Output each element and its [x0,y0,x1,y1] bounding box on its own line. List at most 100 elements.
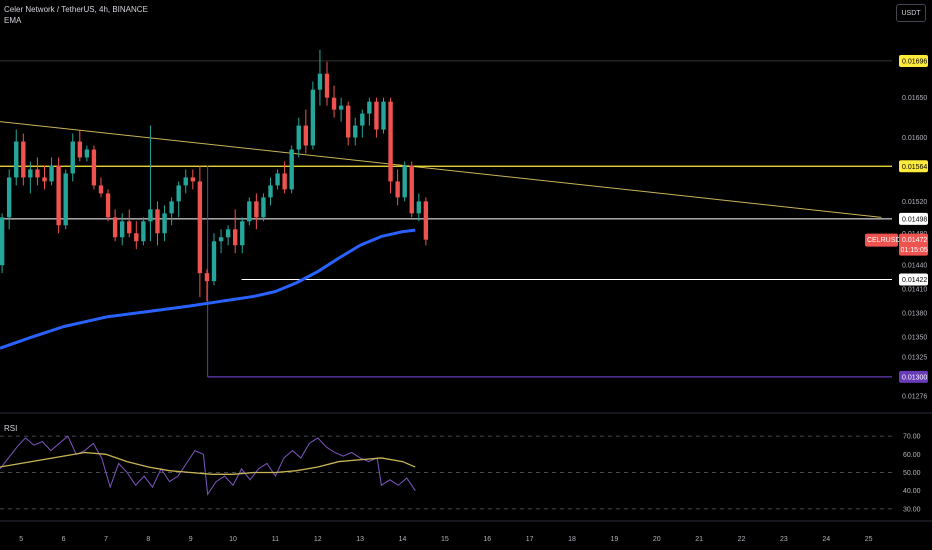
rsi-ma-line[interactable] [0,451,416,475]
price-pane[interactable] [0,49,932,522]
candle-up[interactable] [353,125,358,138]
candle-down[interactable] [105,193,111,218]
rsi-indicator-label[interactable]: RSI [4,424,18,433]
candle-down[interactable] [98,185,104,194]
candle-up[interactable] [296,125,301,150]
candle-down[interactable] [35,169,40,178]
candle-down[interactable] [155,209,160,234]
time-tick-label[interactable]: 14 [399,536,407,543]
candle-up[interactable] [367,101,372,114]
candle-up[interactable] [176,185,181,202]
candle-up[interactable] [338,105,344,110]
candle-down[interactable] [56,165,61,226]
candle-up[interactable] [141,221,146,242]
candle-up[interactable] [360,113,365,126]
candle-up[interactable] [6,177,12,218]
time-tick-label[interactable]: 8 [146,536,150,543]
candle-up[interactable] [225,229,231,238]
price-label-plain[interactable]: 0.01650 [902,95,927,102]
candle-up[interactable] [162,213,167,234]
candle-down[interactable] [91,149,97,186]
candle-up[interactable] [381,101,386,130]
price-label-plain[interactable]: 0.01600 [902,135,927,142]
price-label-plain[interactable]: 0.01410 [902,287,927,294]
candle-up[interactable] [84,149,90,158]
time-tick-label[interactable]: 12 [314,536,322,543]
candle-down[interactable] [303,125,308,146]
candle-down[interactable] [331,97,337,110]
candle-up[interactable] [310,89,316,146]
time-tick-label[interactable]: 19 [611,536,619,543]
candle-down[interactable] [423,201,429,240]
time-tick-label[interactable]: 9 [189,536,193,543]
candle-down[interactable] [127,221,132,234]
candle-up[interactable] [0,217,5,266]
candle-down[interactable] [282,173,287,190]
candle-up[interactable] [63,173,68,226]
candle-up[interactable] [119,221,125,238]
time-tick-label[interactable]: 25 [865,536,873,543]
time-tick-label[interactable]: 11 [272,536,279,543]
candle-down[interactable] [190,177,195,182]
candle-up[interactable] [275,173,280,186]
candle-down[interactable] [388,101,393,182]
ema-indicator-label[interactable]: EMA [4,16,22,25]
candle-down[interactable] [42,177,47,182]
candle-up[interactable] [240,221,245,246]
candle-down[interactable] [232,229,238,246]
time-tick-label[interactable]: 18 [568,536,576,543]
price-label-yellow[interactable]: 0.01564 [899,160,928,173]
candle-up[interactable] [28,169,33,178]
candle-down[interactable] [204,273,210,282]
time-tick-label[interactable]: 24 [822,536,830,543]
candle-down[interactable] [21,141,26,178]
candle-up[interactable] [218,237,224,242]
candle-up[interactable] [148,209,153,222]
time-tick-label[interactable]: 5 [19,536,23,543]
rsi-line[interactable] [0,435,416,496]
candle-up[interactable] [402,165,407,198]
time-tick-label[interactable]: 20 [653,536,661,543]
candle-up[interactable] [211,241,217,282]
price-label-plain[interactable]: 0.01350 [902,334,927,341]
candle-up[interactable] [416,201,421,214]
time-tick-label[interactable]: 23 [780,536,788,543]
price-label-white[interactable]: 0.01422 [899,273,928,286]
candle-up[interactable] [70,141,75,174]
currency-button[interactable]: USDT [896,4,926,22]
candle-up[interactable] [317,73,323,90]
time-tick-label[interactable]: 6 [62,536,66,543]
trendline[interactable] [0,121,882,218]
time-tick-label[interactable]: 7 [104,536,108,543]
candle-up[interactable] [261,197,266,218]
time-tick-label[interactable]: 17 [526,536,534,543]
time-axis[interactable]: 5 6 7 8 9 10 11 12 13 14 15 16 17 18 19 20 21 22 23 24 25 [19,536,872,543]
time-tick-label[interactable]: 15 [441,536,449,543]
rsi-pane[interactable] [0,435,892,510]
ema-line[interactable] [0,228,416,350]
candle-down[interactable] [254,201,259,218]
candle-down[interactable] [134,233,139,242]
candle-up[interactable] [14,141,19,178]
candle-down[interactable] [409,165,414,214]
time-tick-label[interactable]: 10 [229,536,237,543]
price-label-plain[interactable]: 0.01325 [902,354,927,361]
candle-down[interactable] [345,105,351,138]
price-label-yellow[interactable]: 0.01696 [899,54,928,67]
candle-up[interactable] [268,185,273,198]
candle-down[interactable] [112,217,118,238]
time-tick-label[interactable]: 21 [695,536,703,543]
candle-down[interactable] [77,141,82,158]
candle-up[interactable] [169,201,174,214]
candle-up[interactable] [183,177,188,186]
candle-down[interactable] [324,73,330,98]
candle-down[interactable] [197,181,203,274]
time-tick-label[interactable]: 13 [356,536,364,543]
candle-down[interactable] [395,181,400,198]
price-label-white[interactable]: 0.01498 [899,212,928,225]
time-tick-label[interactable]: 16 [483,536,491,543]
candle-down[interactable] [374,101,379,130]
price-label-plain[interactable]: 0.01440 [902,263,927,270]
